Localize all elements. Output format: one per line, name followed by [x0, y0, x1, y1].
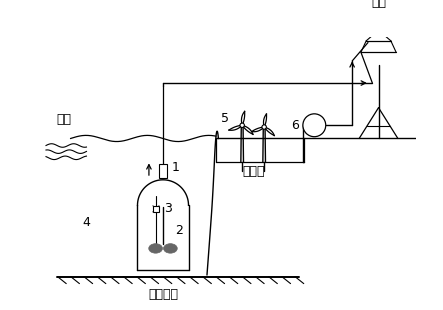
Text: 3: 3 [164, 202, 172, 215]
Text: 电网: 电网 [371, 0, 386, 9]
Text: 1: 1 [171, 161, 179, 174]
Text: 2: 2 [175, 224, 183, 237]
Bar [153, 206, 159, 212]
Bar [159, 164, 167, 178]
Text: 大陆架: 大陆架 [242, 165, 265, 178]
Text: 4: 4 [82, 215, 90, 228]
Text: 6: 6 [291, 119, 299, 132]
Ellipse shape [163, 244, 177, 253]
Text: 海底岩层: 海底岩层 [148, 288, 178, 301]
Circle shape [262, 125, 266, 129]
Circle shape [303, 114, 326, 137]
Circle shape [240, 123, 245, 127]
Ellipse shape [149, 244, 163, 253]
Text: 海面: 海面 [56, 113, 71, 126]
Text: 5: 5 [222, 112, 229, 125]
